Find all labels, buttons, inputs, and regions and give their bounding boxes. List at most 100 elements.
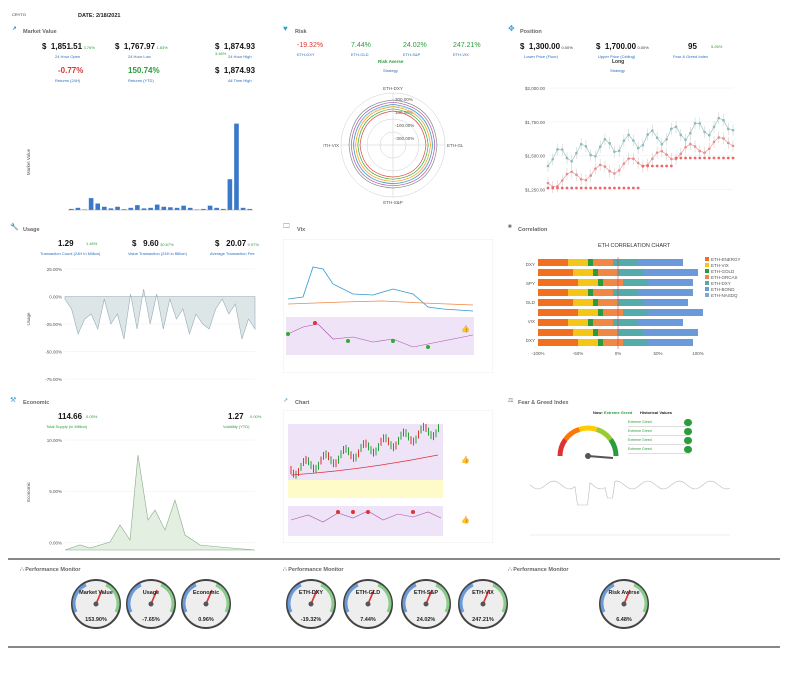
vix-line xyxy=(287,266,474,312)
bar xyxy=(82,209,87,210)
corr-segment xyxy=(598,339,603,346)
volatility-value: 1.27 xyxy=(228,412,244,421)
fg-badge xyxy=(684,446,692,453)
economic-area xyxy=(64,454,256,551)
chart-icon: ↗ xyxy=(283,398,289,404)
gauge-arc-blue xyxy=(127,583,142,613)
gauge-hub xyxy=(423,601,429,607)
gauge-arc-blue xyxy=(600,583,615,613)
risk-item: 24.02% ETH-S&P xyxy=(403,42,427,57)
floor-point xyxy=(570,186,574,190)
high-stat: $ 1,874.93 3.46% xyxy=(215,42,256,56)
thumbs-up-icon: 👍 xyxy=(461,455,470,464)
gauge-value: -19.32% xyxy=(300,617,322,623)
fg-historical-label: Historical Values xyxy=(640,410,673,415)
vix-tradingview-chart[interactable]: 👍 xyxy=(283,239,493,373)
performance-gauge: Economic 0.96% xyxy=(180,578,232,630)
usage-area-chart: 25.00% 0.00% -25.00% -50.00% -75.00% Usage xyxy=(26,267,256,382)
floor-point xyxy=(631,186,635,190)
vix-panel: 🖵 Vix 👍 xyxy=(283,223,493,375)
correlation-title: ETH CORRELATION CHART xyxy=(598,243,671,249)
gauge-arc-green xyxy=(320,583,335,613)
risk-label: ETH-S&P xyxy=(403,52,421,57)
gauge-dial xyxy=(599,579,649,629)
gauge-hub xyxy=(203,601,209,607)
x-tick-label: 0% xyxy=(615,351,622,356)
radar-series xyxy=(357,108,429,180)
radar-series xyxy=(353,104,433,184)
y-tick-label: $2,000.00 xyxy=(525,86,546,91)
chart-panel: ↗ Chart 👍 👍 xyxy=(283,398,493,543)
bar xyxy=(128,207,134,210)
y-axis-label: Market Value xyxy=(26,148,31,175)
corr-segment xyxy=(613,319,638,326)
supply-value: 114.66 xyxy=(58,412,83,421)
floor-point xyxy=(693,156,697,160)
signal-dot xyxy=(366,510,370,514)
corr-segment xyxy=(603,279,623,286)
economic-icon: ⚒ xyxy=(10,397,17,404)
signal-dot xyxy=(346,339,350,343)
radar-label: ETH-GLD xyxy=(447,143,463,148)
floor-point xyxy=(707,156,711,160)
floor-point xyxy=(579,186,583,190)
value-tx: $ 9.60 30.67% xyxy=(132,239,174,248)
gauge-arc-blue xyxy=(72,583,87,613)
series-line xyxy=(547,137,734,188)
open-stat: $ 1,851.51 3.76% xyxy=(42,42,95,51)
position-panel: ✥ Position $ 1,300.00 0.00% Lower Price … xyxy=(508,24,743,216)
section-title: Risk xyxy=(295,29,307,35)
corr-segment xyxy=(603,309,623,316)
radar-tick: 100.00% xyxy=(395,110,413,115)
gauge-needle xyxy=(425,589,433,605)
bar xyxy=(194,209,200,210)
corr-segment xyxy=(593,259,613,266)
gauge-segment xyxy=(578,425,598,432)
gauge-label: Risk Averse xyxy=(608,590,640,596)
series-line xyxy=(547,117,734,167)
gauge-arc-blue xyxy=(287,583,302,613)
floor-point xyxy=(698,156,702,160)
corr-segment xyxy=(593,269,598,276)
floor-point xyxy=(560,186,564,190)
fear-greed-panel: ⚖ Fear & Greed Index Now: Extreme Greed … xyxy=(508,398,743,556)
low-label: 24 Hour Low xyxy=(128,54,151,59)
corr-segment xyxy=(568,259,588,266)
floor-point xyxy=(598,186,602,190)
fg-badge xyxy=(684,437,692,444)
gauge-segment xyxy=(595,426,613,442)
legend-label: ETH-DXY xyxy=(711,281,731,286)
date-label: DATE: xyxy=(78,13,95,19)
gauge-needle xyxy=(367,589,375,605)
x-tick-label: -100% xyxy=(531,351,544,356)
corr-segment xyxy=(568,289,588,296)
bar xyxy=(148,207,153,210)
gauge-arc-green xyxy=(105,583,120,613)
eth-price-tradingview-chart[interactable]: 👍👍 xyxy=(283,410,493,543)
corr-segment xyxy=(618,269,643,276)
performance-gauge: ETH-GLD 7.44% xyxy=(342,578,394,630)
volatility-label: Volatility (YTD) xyxy=(223,424,250,429)
gauge-hub xyxy=(308,601,314,607)
y-tick-label: -25.00% xyxy=(45,322,62,327)
bar xyxy=(201,208,206,210)
fear-greed-gauge xyxy=(557,425,619,459)
row-label: GLD xyxy=(526,300,536,305)
risk-item: -19.32% ETH-DXY xyxy=(297,42,323,57)
ath-stat: $ 1,874.93 xyxy=(215,66,256,75)
legend-label: ETH-NASDQ xyxy=(711,293,738,298)
bar xyxy=(102,206,107,210)
corr-segment xyxy=(598,299,618,306)
gauge-dial xyxy=(343,579,393,629)
legend-swatch xyxy=(705,287,709,291)
gauge-arc-green xyxy=(633,583,648,613)
y-tick-label: -50.00% xyxy=(45,350,62,355)
bar xyxy=(108,208,114,210)
radar-series xyxy=(348,99,438,189)
eth-line xyxy=(287,300,474,306)
gauge-arc-green xyxy=(215,583,230,613)
floor-point xyxy=(650,164,654,168)
section-title: Economic xyxy=(23,400,50,406)
corr-segment xyxy=(598,309,603,316)
risk-item: 247.21% ETH-VIX xyxy=(453,42,481,57)
